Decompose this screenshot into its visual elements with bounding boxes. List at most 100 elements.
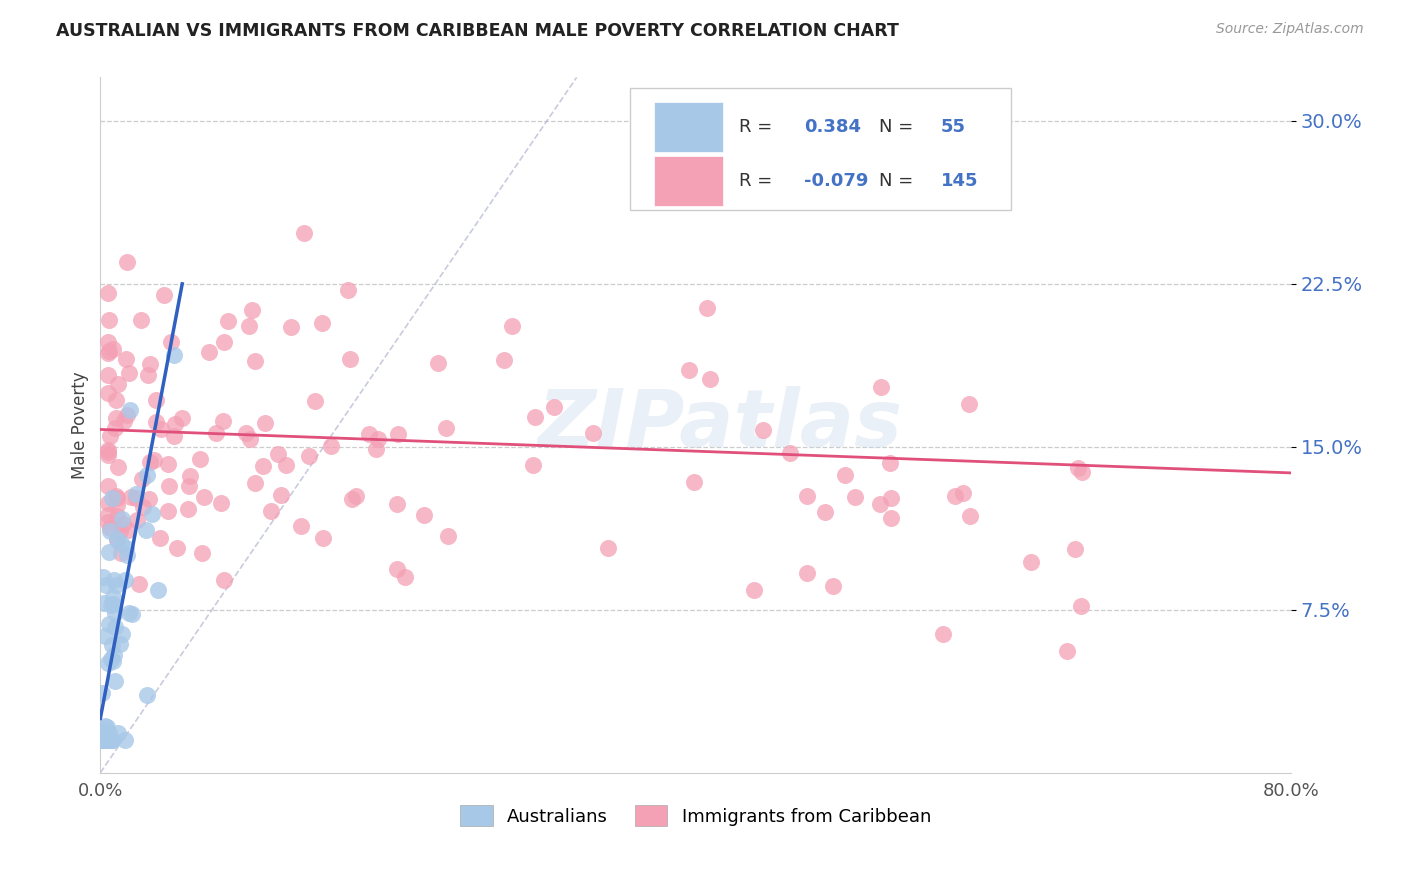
Point [337, 283, 360, 297]
Point [105, 533, 128, 547]
Point [105, 533, 128, 547]
Text: N =: N = [879, 172, 920, 190]
Point [94, 719, 117, 733]
Point [121, 607, 143, 622]
Point [98, 545, 121, 559]
Point [135, 468, 157, 483]
Point [104, 411, 127, 425]
Point [157, 458, 180, 472]
Point [880, 511, 903, 525]
Point [367, 432, 389, 446]
Point [124, 487, 146, 501]
Point [1067, 461, 1090, 475]
Point [394, 570, 416, 584]
Point [212, 334, 235, 349]
Point [191, 546, 214, 560]
Point [188, 451, 211, 466]
Point [212, 573, 235, 587]
Point [177, 502, 200, 516]
Point [696, 301, 718, 316]
Point [170, 411, 193, 425]
Point [118, 367, 141, 381]
Point [131, 472, 153, 486]
Point [112, 414, 135, 428]
Point [834, 468, 856, 483]
Point [101, 655, 124, 669]
Point [97, 334, 120, 349]
Point [97, 479, 120, 493]
Point [311, 316, 333, 330]
Point [94, 733, 117, 747]
Point [344, 489, 367, 503]
Point [112, 516, 135, 531]
Point [217, 313, 239, 327]
Point [105, 491, 128, 505]
Point [107, 459, 129, 474]
Point [952, 485, 974, 500]
Point [97, 515, 120, 529]
Point [198, 344, 221, 359]
Point [179, 478, 201, 492]
Point [93, 596, 115, 610]
Point [212, 414, 235, 428]
Point [100, 733, 122, 747]
Point [582, 426, 605, 441]
Point [141, 508, 163, 522]
Point [1063, 541, 1085, 556]
Point [752, 423, 775, 437]
Point [104, 606, 127, 620]
Point [105, 509, 128, 524]
Point [91, 570, 114, 584]
Text: 0.384: 0.384 [804, 118, 860, 136]
Legend: Australians, Immigrants from Caribbean: Australians, Immigrants from Caribbean [453, 798, 939, 833]
Point [193, 490, 215, 504]
Point [340, 491, 363, 506]
Point [148, 582, 170, 597]
Point [254, 416, 277, 430]
Point [157, 479, 180, 493]
Point [104, 673, 127, 688]
Point [270, 488, 292, 502]
Point [101, 733, 124, 747]
Point [145, 392, 167, 407]
FancyBboxPatch shape [654, 102, 723, 153]
Point [292, 226, 315, 240]
Text: R =: R = [738, 172, 778, 190]
Text: 145: 145 [941, 172, 979, 190]
Point [100, 733, 122, 747]
Point [240, 303, 263, 318]
Point [97, 448, 120, 462]
Point [98, 617, 121, 632]
Point [179, 469, 201, 483]
Point [120, 491, 142, 505]
Text: Source: ZipAtlas.com: Source: ZipAtlas.com [1216, 22, 1364, 37]
Point [932, 626, 955, 640]
Point [139, 455, 162, 469]
Point [135, 688, 157, 702]
Text: R =: R = [738, 118, 778, 136]
Point [111, 512, 134, 526]
Point [90, 724, 112, 739]
Point [678, 362, 700, 376]
Point [239, 432, 262, 446]
Point [163, 417, 186, 431]
Point [101, 343, 124, 357]
Point [364, 442, 387, 457]
Point [103, 574, 125, 588]
Point [107, 726, 129, 740]
Point [387, 427, 409, 442]
Point [1021, 555, 1043, 569]
Point [145, 415, 167, 429]
Point [105, 489, 128, 503]
Point [96, 733, 118, 747]
Point [290, 519, 312, 533]
Point [339, 352, 361, 367]
Point [153, 288, 176, 302]
Point [90, 685, 112, 699]
Text: N =: N = [879, 118, 920, 136]
Point [129, 313, 152, 327]
Point [298, 449, 321, 463]
Point [108, 637, 131, 651]
Point [779, 446, 801, 460]
Point [103, 648, 125, 663]
